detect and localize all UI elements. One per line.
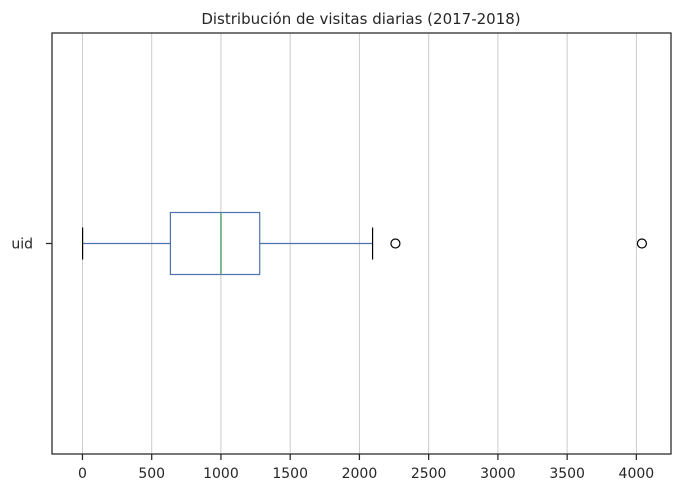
x-tick-label: 3500 [549, 466, 585, 482]
outlier-point [390, 238, 401, 249]
x-tick-label: 1500 [272, 466, 308, 482]
x-tick-label: 0 [78, 466, 87, 482]
x-tick-label: 4000 [619, 466, 655, 482]
x-tick-label: 500 [138, 466, 165, 482]
outlier-point [636, 238, 648, 249]
x-tick-label: 3000 [480, 466, 516, 482]
box-layer [82, 211, 648, 276]
box-iqr [169, 211, 261, 276]
x-tick-label: 2000 [342, 466, 378, 482]
chart-title: Distribución de visitas diarias (2017-20… [201, 10, 520, 28]
x-tick-label: 2500 [411, 466, 447, 482]
y-axis-ticks: uid [11, 237, 52, 253]
y-tick-label: uid [11, 237, 33, 253]
x-axis-ticks: 0 500 1000 1500 2000 2500 3000 3500 4000 [78, 454, 654, 482]
x-tick-label: 1000 [203, 466, 239, 482]
